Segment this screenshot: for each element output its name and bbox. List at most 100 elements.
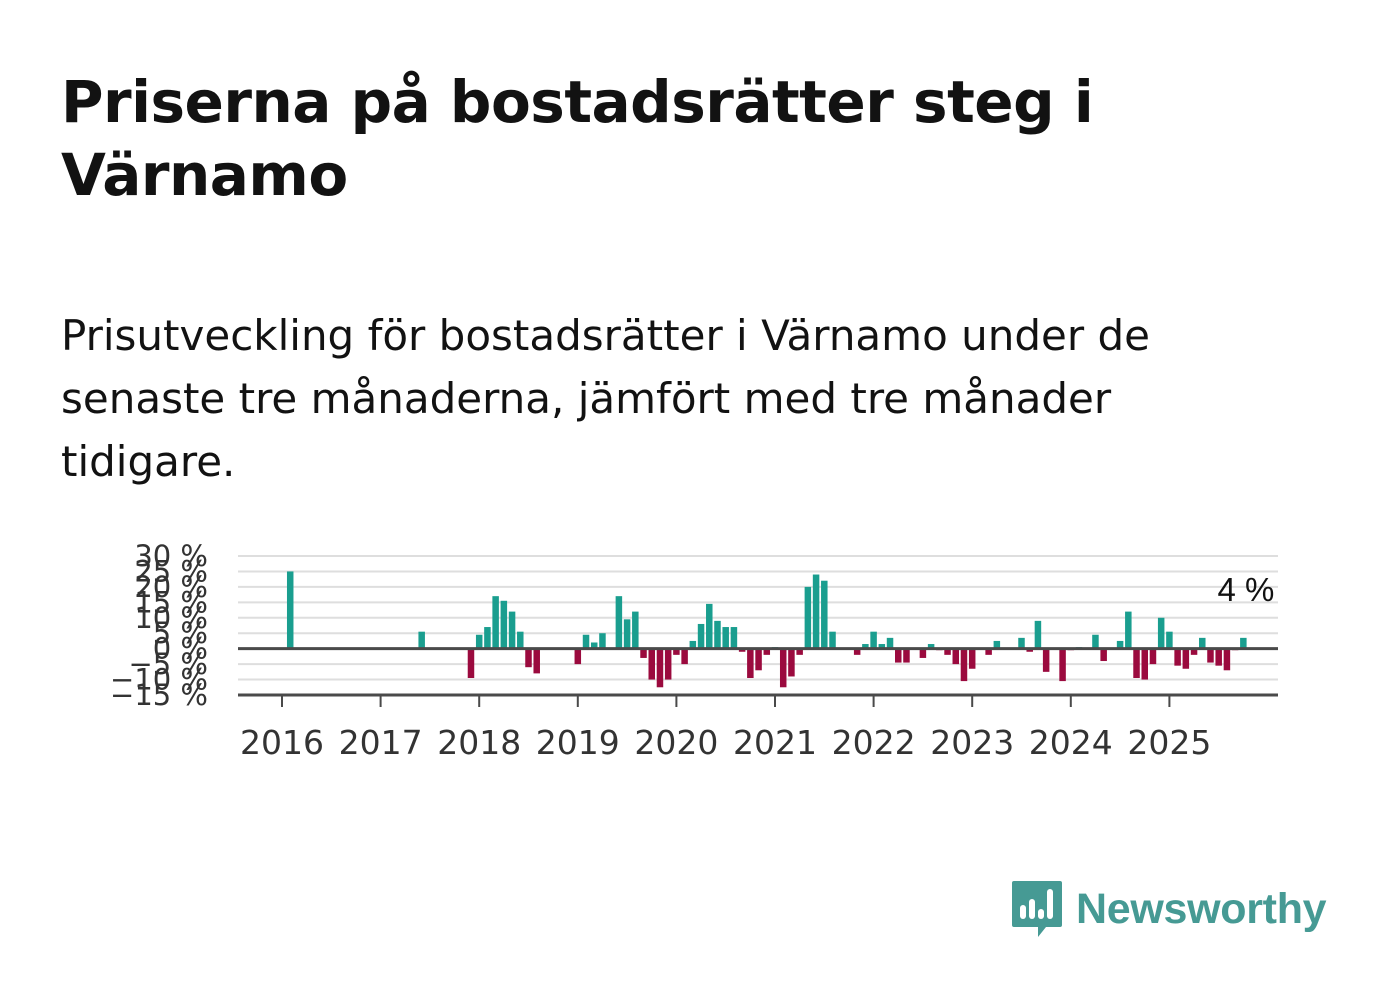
bar: [903, 648, 910, 663]
bar: [804, 586, 812, 649]
x-tick-label: 2019: [536, 723, 620, 762]
bar: [632, 611, 639, 649]
bar: [475, 634, 483, 649]
x-tick-label: 2021: [733, 723, 817, 762]
bar: [895, 648, 902, 663]
bar: [821, 580, 828, 649]
bar: [1116, 640, 1124, 649]
bar: [656, 648, 664, 688]
bar: [689, 640, 697, 649]
bar: [862, 644, 869, 649]
bar: [1174, 648, 1181, 666]
bar: [1207, 648, 1214, 663]
y-tick-label: 20 %: [134, 570, 208, 604]
bar: [492, 596, 499, 649]
bar: [1026, 648, 1033, 652]
bar: [599, 633, 606, 649]
bar: [747, 648, 754, 679]
bar: [722, 627, 729, 649]
bar: [681, 648, 688, 665]
bar: [1059, 648, 1066, 682]
bar: [1141, 648, 1148, 680]
bar: [878, 644, 886, 649]
y-tick-label: 15 %: [134, 585, 208, 619]
bar: [574, 648, 582, 665]
x-tick-label: 2020: [634, 723, 718, 762]
y-axis-labels: 30 %25 %20 %15 %10 %5 %0 %−5 %−10 %−15 %: [110, 539, 208, 712]
y-tick-label: 30 %: [134, 539, 208, 573]
bar: [968, 648, 976, 669]
bar: [525, 648, 532, 668]
bar: [853, 648, 861, 655]
bar: [418, 631, 425, 649]
bar: [623, 619, 631, 649]
y-tick-label: −5 %: [128, 647, 208, 681]
bar: [1125, 611, 1132, 649]
bar: [664, 648, 672, 680]
x-tick-label: 2023: [930, 723, 1014, 762]
bar: [484, 627, 491, 649]
bar: [812, 574, 820, 649]
brand-name: Newsworthy: [1076, 884, 1327, 933]
bar: [927, 644, 935, 649]
bar: [1100, 648, 1107, 662]
bar: [738, 648, 746, 652]
x-tick-label: 2017: [339, 723, 423, 762]
bar: [993, 640, 1001, 649]
bar: [714, 620, 721, 649]
x-tick-label: 2018: [437, 723, 521, 762]
bar: [1182, 648, 1190, 669]
bar: [508, 611, 516, 649]
x-tick-label: 2022: [832, 723, 916, 762]
bar: [755, 648, 762, 671]
bar: [1034, 620, 1042, 649]
bar: [517, 631, 524, 649]
x-axis-ticks: 2016 2017 2018 2019 2020 2021 2022 2023 2024 2025: [240, 695, 1211, 762]
annotations: 4 %: [1217, 571, 1274, 608]
bar: [886, 637, 894, 649]
bar: [952, 648, 960, 665]
bar: [673, 648, 680, 655]
bar: [944, 648, 951, 655]
bar: [779, 648, 787, 688]
bar: [286, 571, 294, 649]
y-tick-label: 0 %: [153, 632, 208, 666]
y-tick-label: 10 %: [134, 601, 208, 635]
y-tick-label: 25 %: [134, 554, 208, 588]
bar: [796, 648, 803, 655]
bar: [1215, 648, 1222, 666]
bar: [533, 648, 540, 674]
last-value-label: 4 %: [1217, 571, 1274, 608]
bar: [1149, 648, 1157, 665]
bar: [829, 631, 836, 649]
bar: [1133, 648, 1140, 679]
bar-chart: 30 %25 %20 %15 %10 %5 %0 %−5 %−10 %−15 %…: [110, 539, 1278, 762]
bar: [467, 648, 475, 679]
bar: [500, 600, 508, 649]
bar: [1042, 648, 1050, 672]
y-tick-label: 5 %: [153, 616, 208, 650]
bar-chart-speech-bubble-icon: [1012, 881, 1062, 937]
chart-title: Priserna på bostadsrätter steg i Värnamo: [61, 68, 1094, 209]
bar: [706, 603, 713, 649]
bar: [640, 648, 647, 658]
chart-subtitle: Prisutveckling för bostadsrätter i Värna…: [61, 311, 1150, 486]
bar: [763, 648, 771, 655]
bar: [615, 596, 623, 649]
bar: [788, 648, 795, 677]
bar: [1199, 637, 1206, 649]
bar: [1092, 634, 1099, 649]
bar: [919, 648, 927, 658]
bar: [985, 648, 992, 655]
bar: [648, 648, 655, 680]
bar: [1166, 631, 1173, 649]
x-tick-label: 2025: [1127, 723, 1211, 762]
x-tick-label: 2024: [1029, 723, 1113, 762]
bar: [1018, 637, 1025, 649]
gridlines: [238, 555, 1278, 681]
y-tick-label: −15 %: [110, 678, 208, 712]
bar: [1223, 648, 1231, 671]
bar: [1190, 648, 1198, 655]
y-tick-label: −10 %: [110, 663, 208, 697]
bar: [1240, 637, 1247, 649]
